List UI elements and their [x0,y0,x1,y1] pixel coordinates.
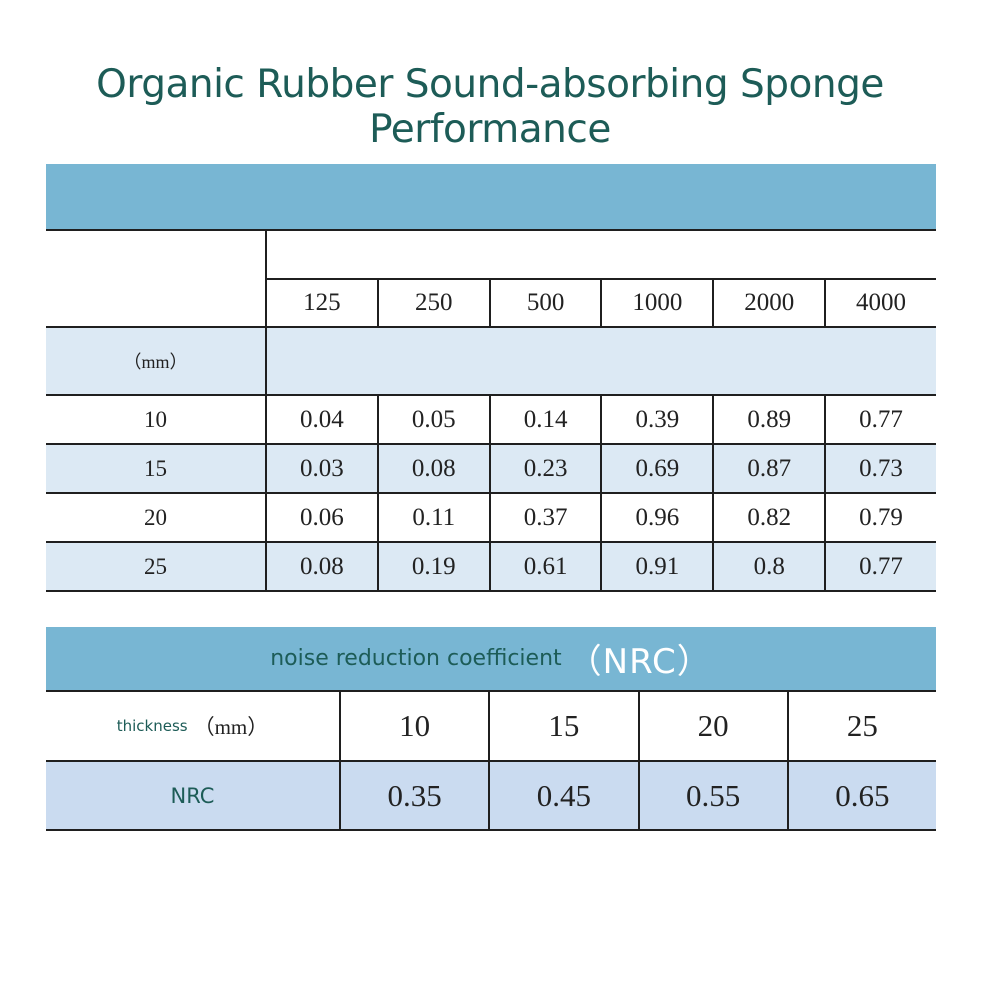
absorption-cell: 0.39 [602,396,715,443]
absorption-cell: 0.82 [714,494,827,541]
thickness-cell: 25 [846,708,878,743]
nrc-label: NRC [170,783,215,808]
frequency-header-cell: 125 [267,280,379,326]
table-row: 20 0.06 0.11 0.37 0.96 0.82 0.79 [46,494,936,543]
thickness-cell: 20 [640,692,789,760]
unit-row-span [267,328,936,394]
page-title: Organic Rubber Sound-absorbing Sponge Pe… [96,62,884,152]
absorption-cell: 0.37 [491,494,603,541]
table-row: 15 0.03 0.08 0.23 0.69 0.87 0.73 [46,445,936,494]
thickness-row: thickness （mm） 10 15 20 25 [46,692,936,762]
thickness-label-cell: thickness （mm） [46,692,341,760]
absorption-cell: 0.96 [602,494,715,541]
absorption-cell: 0.11 [379,494,491,541]
thickness-cell: 10 [46,396,267,443]
table-row: 10 0.04 0.05 0.14 0.39 0.89 0.77 [46,396,936,445]
frequency-header-row: 125 250 500 1000 2000 4000 [267,280,936,326]
frequency-header-cell: 1000 [602,280,715,326]
absorption-cell: 0.77 [859,552,903,580]
absorption-cell: 0.19 [379,543,491,590]
absorption-cell: 0.04 [267,396,379,443]
absorption-cell: 0.69 [602,445,715,492]
thickness-cell: 15 [490,692,640,760]
thickness-cell: 25 [46,543,267,590]
absorption-cell: 0.23 [491,445,603,492]
absorption-cell: 0.8 [714,543,827,590]
frequency-header-cell: 4000 [856,289,907,316]
thickness-cell: 20 [46,494,267,541]
absorption-table: 125 250 500 1000 2000 4000 （mm） 10 0.04 … [46,164,936,592]
nrc-banner-abbr: （NRC） [567,642,712,682]
frequency-header-cell: 500 [491,280,603,326]
thickness-unit: （mm） [193,715,269,739]
frequency-header-cell: 250 [379,280,491,326]
absorption-cell: 0.14 [491,396,603,443]
frequency-header-top [267,231,936,280]
nrc-row: NRC 0.35 0.45 0.55 0.65 [46,762,936,831]
absorption-cell: 0.89 [714,396,827,443]
unit-label: （mm） [46,328,267,394]
nrc-table: noise reduction coefficient （NRC） thickn… [46,627,936,831]
nrc-value-cell: 0.45 [490,762,640,829]
absorption-cell: 0.05 [379,396,491,443]
absorption-cell: 0.61 [491,543,603,590]
absorption-cell: 0.91 [602,543,715,590]
absorption-cell: 0.08 [379,445,491,492]
nrc-banner-label: noise reduction coefficient [270,646,562,671]
nrc-value-cell: 0.65 [835,777,890,813]
absorption-cell: 0.77 [859,405,903,433]
header-corner-cell [46,231,267,326]
thickness-cell: 15 [46,445,267,492]
frequency-header-group: 125 250 500 1000 2000 4000 [267,231,936,326]
absorption-cell: 0.87 [714,445,827,492]
absorption-cell: 0.03 [267,445,379,492]
absorption-table-banner [46,164,936,231]
absorption-cell: 0.06 [267,494,379,541]
absorption-cell: 0.73 [859,454,903,482]
nrc-value-cell: 0.55 [640,762,789,829]
frequency-header: 125 250 500 1000 2000 4000 [46,231,936,328]
absorption-cell: 0.79 [859,503,903,531]
nrc-label-cell: NRC [46,762,341,829]
nrc-table-banner: noise reduction coefficient （NRC） [46,627,936,692]
absorption-cell: 0.08 [267,543,379,590]
table-row: 25 0.08 0.19 0.61 0.91 0.8 0.77 [46,543,936,592]
unit-row: （mm） [46,328,936,396]
frequency-header-cell: 2000 [714,280,827,326]
nrc-value-cell: 0.35 [341,762,491,829]
thickness-cell: 10 [341,692,491,760]
thickness-label: thickness [116,717,188,735]
